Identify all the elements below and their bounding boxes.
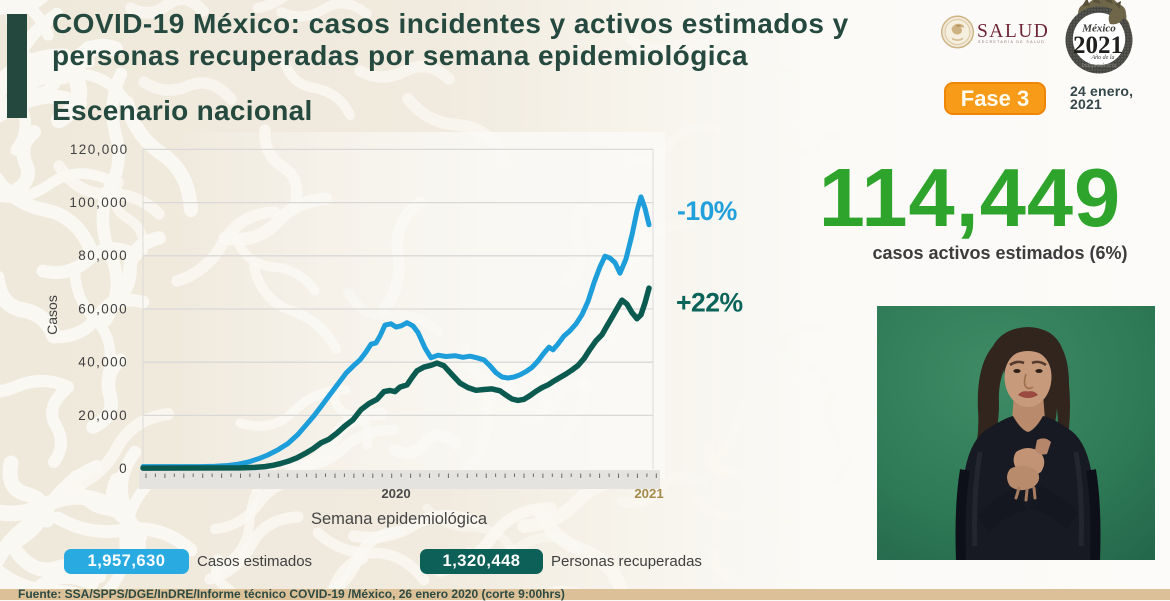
svg-text:80,000: 80,000 [78,248,128,263]
svg-text:0: 0 [119,461,128,476]
svg-text:2020: 2020 [381,486,410,501]
svg-text:Semana epidemiológica: Semana epidemiológica [311,510,488,528]
svg-text:Independencia: Independencia [1080,63,1116,69]
svg-text:100,000: 100,000 [69,195,128,210]
svg-text:40,000: 40,000 [78,355,128,370]
svg-text:México: México [1081,23,1116,35]
svg-text:Casos: Casos [44,295,60,335]
svg-text:SALUD: SALUD [977,21,1049,42]
svg-text:SECRETARÍA DE SALUD: SECRETARÍA DE SALUD [978,40,1045,44]
svg-text:-10%: -10% [677,196,737,226]
svg-text:2021: 2021 [634,486,663,501]
svg-text:20,000: 20,000 [78,408,128,423]
svg-text:60,000: 60,000 [78,301,128,316]
svg-text:120,000: 120,000 [70,142,129,157]
svg-text:2021: 2021 [1073,32,1123,59]
svg-text:+22%: +22% [676,288,743,318]
svg-text:Año de la: Año de la [1091,55,1115,61]
